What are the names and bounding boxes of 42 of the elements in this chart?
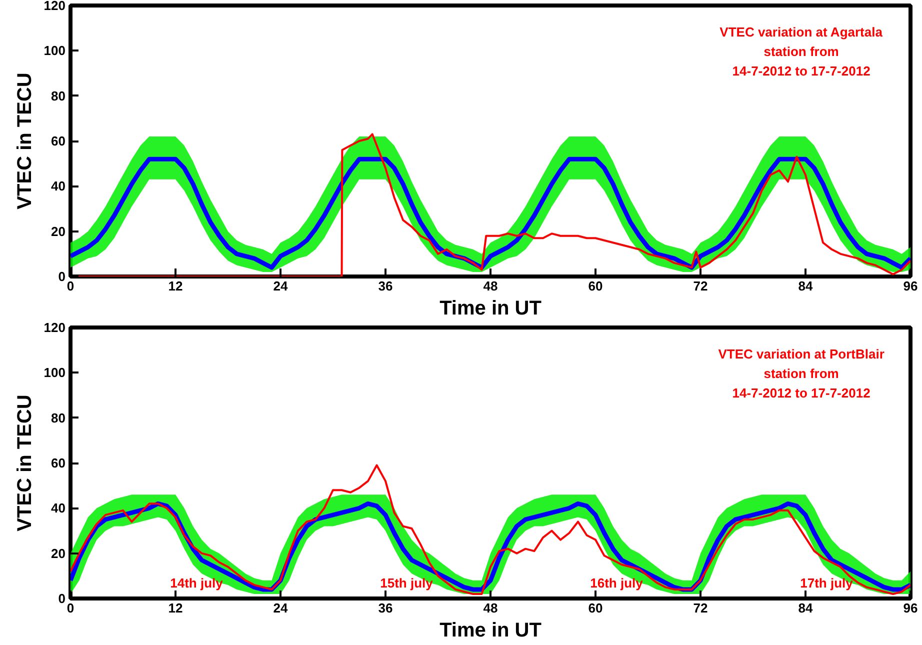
- x-tick-label: 36: [378, 278, 393, 294]
- y-tick-label: 120: [44, 0, 66, 13]
- line-series: [70, 464, 910, 595]
- annotation: VTEC variation at PortBlair station from 14-7-2012 to 17-7-2012: [718, 346, 884, 400]
- x-tick-label: 60: [588, 278, 603, 294]
- y-tick-label: 60: [51, 456, 66, 470]
- annotation: 17th july: [800, 575, 854, 590]
- y-tick-label: 60: [51, 134, 66, 148]
- annotation: 15th july: [380, 575, 434, 590]
- y-tick-label: 80: [51, 410, 66, 426]
- x-tick-label: 48: [483, 278, 498, 294]
- y-tick-label: 20: [51, 546, 66, 561]
- y-tick-label: 40: [51, 500, 66, 516]
- y-tick-label: 20: [51, 224, 66, 239]
- y-tick-label: 80: [51, 88, 66, 104]
- x-axis-title: Time in UT: [440, 298, 542, 320]
- annotation: 14th july: [170, 575, 224, 590]
- x-tick-label: 24: [273, 278, 288, 294]
- y-tick-label: 120: [44, 320, 66, 335]
- y-tick-label: 0: [58, 269, 66, 284]
- x-tick-label: 36: [378, 600, 393, 616]
- x-axis-title: Time in UT: [440, 620, 542, 642]
- line-series: [70, 156, 910, 270]
- x-tick-label: 72: [693, 600, 708, 616]
- y-axis-title: VTEC in TECU: [14, 394, 36, 532]
- annotation: 16th july: [590, 575, 644, 590]
- y-tick-label: 0: [58, 591, 66, 606]
- x-tick-label: 96: [903, 278, 918, 294]
- x-tick-label: 24: [273, 600, 288, 616]
- x-tick-label: 12: [168, 278, 183, 294]
- x-tick-label: 60: [588, 600, 603, 616]
- x-tick-label: 48: [483, 600, 498, 616]
- x-tick-label: 84: [798, 600, 814, 616]
- annotation: VTEC variation at Agartala station from 14-7-2012 to 17-7-2012: [720, 24, 884, 78]
- y-tick-label: 100: [44, 43, 66, 58]
- x-tick-label: 84: [798, 278, 814, 294]
- y-tick-label: 40: [51, 178, 66, 194]
- y-tick-label: 100: [44, 365, 66, 380]
- x-tick-label: 96: [903, 600, 918, 616]
- y-axis-title: VTEC in TECU: [14, 72, 36, 210]
- x-tick-label: 72: [693, 278, 708, 294]
- x-tick-label: 12: [168, 600, 183, 616]
